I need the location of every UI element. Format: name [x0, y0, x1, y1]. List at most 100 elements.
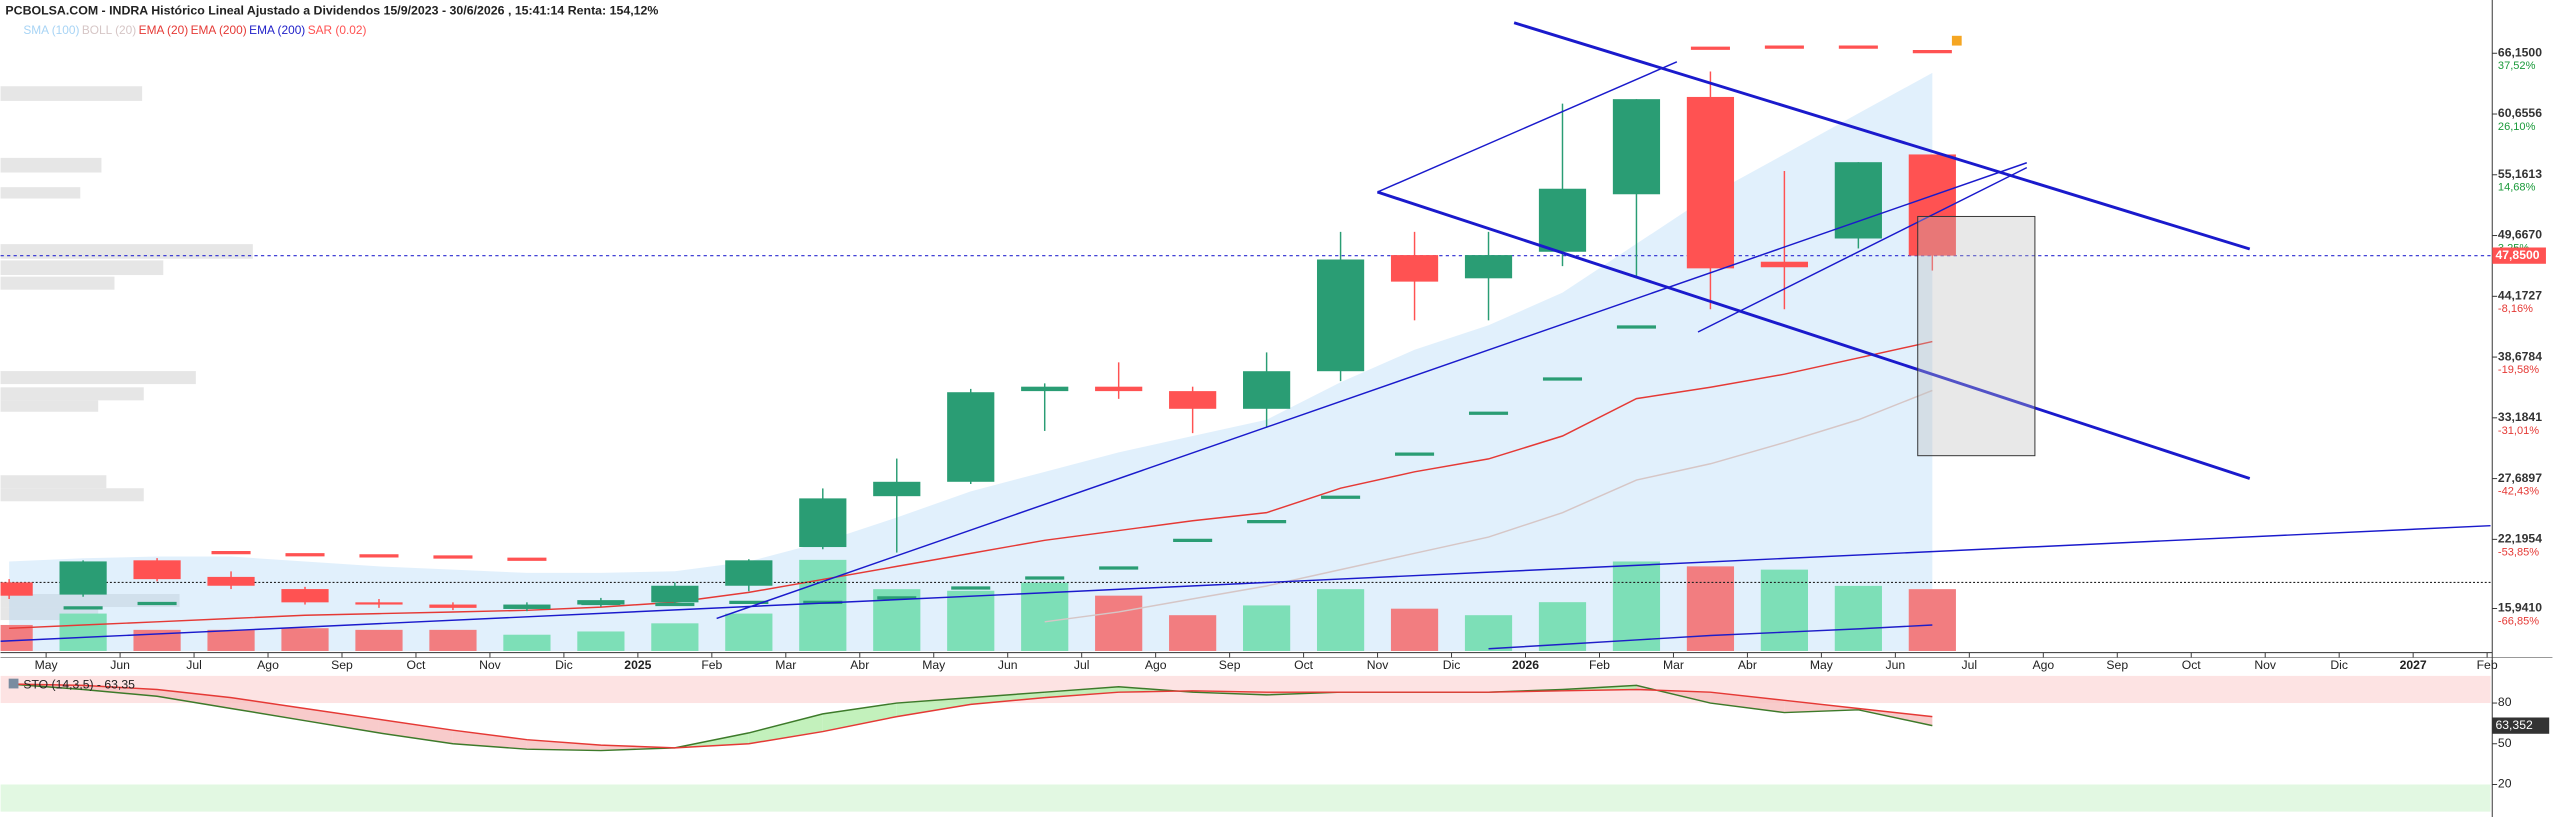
candle-body	[873, 481, 921, 497]
candle-body	[577, 600, 625, 605]
sto-fill	[970, 692, 1045, 705]
volume-bar	[1834, 585, 1882, 651]
sto-fill	[83, 685, 158, 697]
y2-tick-label: -66,85%	[2498, 615, 2539, 627]
legend-entry: BOLL (20)	[82, 23, 136, 37]
x-tick-label: Jul	[1074, 658, 1090, 672]
volume-bar	[1464, 615, 1513, 651]
y-tick-label: 33,1841	[2498, 410, 2542, 424]
sto-icon	[8, 678, 19, 689]
sto-fill	[157, 689, 232, 709]
value-tag-bg	[2492, 717, 2550, 734]
y-tick-label: 66,1500	[2498, 45, 2542, 59]
profile-bar	[0, 387, 144, 401]
candle-body	[1169, 391, 1217, 409]
x-tick-label: Sep	[1219, 658, 1241, 672]
x-tick-label: Ago	[2032, 658, 2054, 672]
y2-tick-label: -42,43%	[2498, 486, 2539, 498]
volume-bar	[355, 629, 403, 651]
sto-title: STO (14,3,5) - 63,35	[23, 677, 135, 691]
x-tick-label: Dic	[555, 658, 573, 672]
volume-bar	[651, 623, 699, 651]
y-tick-label: 38,6784	[2498, 349, 2542, 363]
volume-bar	[1390, 608, 1439, 651]
x-tick-label: May	[35, 658, 59, 672]
sto-fill	[822, 703, 897, 732]
volume-bar	[947, 590, 995, 651]
last-price-tag-bg	[2492, 247, 2546, 264]
x-tick-label: Dic	[1443, 658, 1461, 672]
volume-bar	[1243, 605, 1291, 651]
sto-fill	[748, 713, 823, 744]
candle-body	[1686, 96, 1735, 269]
x-tick-label: Mar	[775, 658, 796, 672]
candle-body	[725, 560, 773, 586]
y-tick-label: 15,9410	[2498, 601, 2542, 615]
x-tick-label: Ago	[257, 658, 279, 672]
x-tick-label: Oct	[1294, 658, 1314, 672]
candle-body	[1390, 255, 1439, 282]
plot-area	[0, 45, 2491, 651]
candle-body	[1908, 154, 1956, 256]
x-tick-label: Jun	[998, 658, 1018, 672]
volume-bar	[1316, 589, 1365, 651]
x-tick-label: 2027	[2400, 658, 2427, 672]
candle-body	[0, 582, 33, 596]
x-tick-label: May	[922, 658, 946, 672]
candle-body	[1760, 261, 1808, 268]
profile-bar	[0, 260, 164, 276]
x-tick-label: Mar	[1663, 658, 1684, 672]
volume-bar	[1760, 569, 1808, 651]
profile-bar	[0, 187, 81, 199]
candle-body	[59, 561, 107, 595]
profile-bar	[0, 86, 143, 101]
trend-line	[1377, 61, 1678, 193]
profile-bar	[0, 157, 102, 173]
candle-body	[133, 560, 181, 580]
indicator-line	[1044, 389, 1933, 623]
sto-line	[9, 683, 1933, 752]
legend-entry: SAR (0.02)	[308, 23, 367, 37]
volume-bar	[725, 613, 773, 651]
sto-fill	[378, 719, 453, 744]
volume-bar	[1686, 566, 1735, 651]
y2-tick-label: -53,85%	[2498, 546, 2539, 558]
indicator-line	[9, 340, 1933, 630]
profile-bar	[0, 276, 115, 290]
volume-bar	[0, 624, 33, 651]
candle-body	[947, 392, 995, 482]
chart-title: PCBOLSA.COM - INDRA Histórico Lineal Aju…	[5, 4, 658, 18]
x-tick-label: 2026	[1512, 658, 1539, 672]
x-tick-label: Nov	[1367, 658, 1390, 672]
legend-entry: EMA (200)	[249, 23, 305, 37]
oversold-band	[0, 784, 2491, 812]
sto-fill	[305, 708, 379, 733]
x-tick-label: Ago	[1145, 658, 1167, 672]
y-tick-label: 50	[2498, 736, 2512, 750]
y-tick-label: 49,6670	[2498, 228, 2542, 242]
sto-fill	[1044, 686, 1119, 698]
x-tick-label: Feb	[1589, 658, 1610, 672]
y-tick-label: 55,1613	[2498, 167, 2542, 181]
profile-bar	[0, 400, 99, 412]
candle-body	[429, 604, 477, 608]
profile-bar	[0, 371, 196, 385]
sto-line	[9, 683, 1933, 749]
y2-tick-label: -31,01%	[2498, 425, 2539, 437]
candle-body	[1612, 99, 1661, 195]
candle-body	[281, 589, 329, 603]
y-tick-label: 80	[2498, 695, 2512, 709]
candle-body	[355, 602, 403, 605]
profile-bar	[0, 475, 107, 489]
profile-bar	[0, 594, 180, 608]
trend-line	[1513, 21, 2251, 251]
x-tick-label: Sep	[331, 658, 353, 672]
y-tick-label: 44,1727	[2498, 289, 2542, 303]
y2-tick-label: 14,68%	[2498, 182, 2536, 194]
candle-body	[1021, 386, 1069, 392]
candle-body	[1834, 162, 1882, 239]
x-tick-label: Dic	[2330, 658, 2348, 672]
x-tick-label: Jun	[110, 658, 130, 672]
projection-box	[1917, 215, 2036, 457]
x-tick-label: Sep	[2106, 658, 2128, 672]
